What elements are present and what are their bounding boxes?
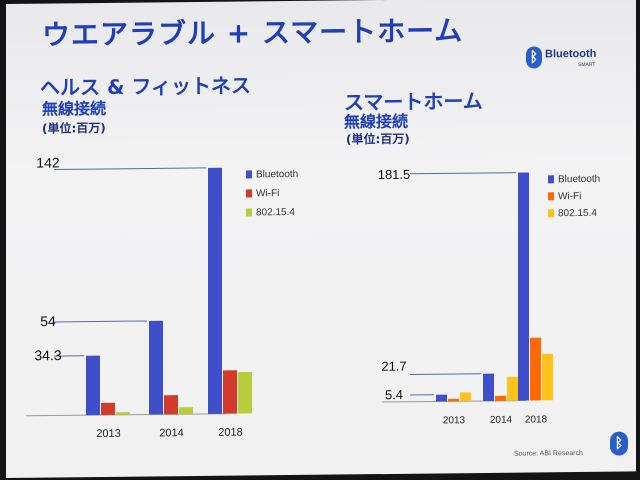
bluetooth-corner-icon: ᛒ [610, 431, 628, 456]
guide-line [410, 373, 481, 376]
source-note: Source: ABI Research [514, 449, 583, 458]
x-tick-label: 2013 [443, 415, 466, 426]
value-annotation: 142 [36, 154, 60, 170]
x-tick-label: 2013 [96, 428, 120, 440]
bar-wifi-2018 [530, 337, 541, 401]
bar-bluetooth-2013 [436, 394, 447, 402]
legend-swatch [548, 192, 554, 201]
legend-swatch [246, 170, 252, 179]
legend-label: Wi-Fi [558, 191, 581, 202]
legend-label: 802.15.4 [558, 208, 597, 219]
legend-swatch [246, 208, 252, 217]
legend-swatch [548, 175, 554, 184]
charts-canvas: 2013 2014 2018 142 54 34.3 Bluetooth Wi-Fi 802.1… [26, 154, 601, 440]
legend-label: 802.15.4 [256, 207, 295, 218]
x-tick-label: 2018 [218, 427, 242, 439]
bar-bluetooth-2018 [518, 172, 529, 401]
bar-wifi-2013 [101, 402, 115, 416]
bar-bluetooth-2018 [208, 167, 222, 414]
value-annotation: 181.5 [378, 167, 411, 182]
chart-health-fitness: 2013 2014 2018 142 54 34.3 Bluetooth Wi-Fi 802.1… [26, 154, 298, 440]
bar-802154-2013 [460, 392, 471, 402]
value-annotation: 5.4 [385, 387, 403, 402]
bar-wifi-2018 [223, 370, 237, 414]
bar-bluetooth-2014 [149, 320, 163, 415]
bar-bluetooth-2013 [86, 355, 100, 416]
legend-label: Bluetooth [558, 174, 600, 185]
bar-802154-2014 [507, 376, 518, 401]
value-annotation: 54 [40, 313, 56, 329]
bar-wifi-2014 [164, 395, 178, 415]
legend-swatch [548, 209, 554, 218]
bar-802154-2013 [116, 412, 130, 415]
bar-802154-2018 [238, 371, 252, 414]
legend-swatch [246, 189, 252, 198]
bar-wifi-2014 [495, 395, 506, 401]
legend-label: Bluetooth [256, 169, 298, 180]
x-tick-label: 2014 [490, 415, 513, 426]
value-annotation: 34.3 [34, 347, 61, 363]
bar-802154-2018 [542, 353, 553, 401]
guide-line [410, 172, 516, 175]
bar-wifi-2013 [448, 398, 459, 402]
bar-bluetooth-2014 [483, 373, 494, 402]
x-tick-label: 2014 [159, 427, 183, 439]
value-annotation: 21.7 [381, 359, 406, 374]
slide: ウエアラブル + スマートホーム ᛒ Bluetooth SMART ヘルス &… [6, 0, 636, 479]
x-tick-label: 2018 [525, 414, 548, 425]
guide-line [54, 167, 206, 170]
legend-label: Wi-Fi [256, 188, 279, 199]
chart-smart-home: 2013 2014 2018 181.5 21.7 5.4 Bluetooth Wi-Fi 80… [378, 167, 601, 427]
bar-802154-2014 [179, 407, 193, 415]
guide-line [54, 320, 147, 323]
